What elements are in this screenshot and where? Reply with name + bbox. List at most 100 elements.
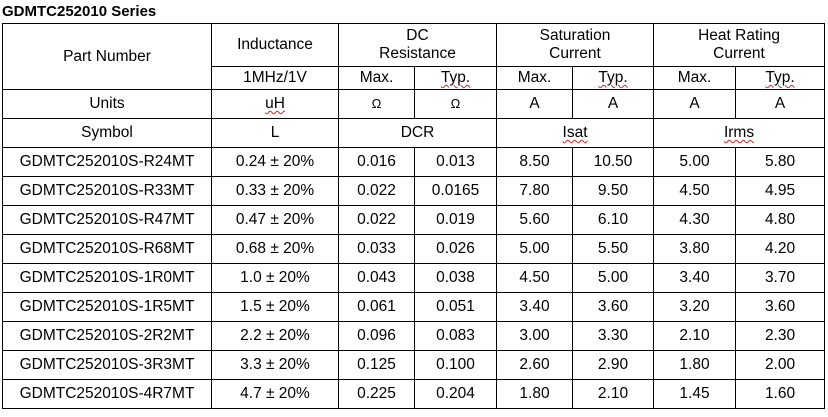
dcr-typ-cell: 0.051 xyxy=(414,292,497,322)
inductance-cell: 0.33 ± 20% xyxy=(211,176,339,206)
dcr-typ-cell: 0.0165 xyxy=(414,176,497,206)
inductance-cell: 4.7 ± 20% xyxy=(211,379,339,409)
dcr-max-cell: 0.061 xyxy=(338,292,415,322)
part-number-cell: GDMTC252010S-2R2MT xyxy=(2,321,212,351)
units-row: Units uH Ω Ω A A A A xyxy=(2,89,826,119)
inductance-cell: 0.24 ± 20% xyxy=(211,147,339,177)
heat-rating-current-header: Heat Rating Current xyxy=(653,23,826,67)
table-row: GDMTC252010S-2R2MT 2.2 ± 20% 0.096 0.083 3.0… xyxy=(2,321,826,351)
irms-max-cell: 1.45 xyxy=(653,379,737,409)
isat-typ-cell: 5.00 xyxy=(571,263,655,293)
irms-max-cell: 3.20 xyxy=(653,292,737,322)
table-row: GDMTC252010S-R68MT 0.68 ± 20% 0.033 0.026 5.… xyxy=(2,234,826,264)
table-row: GDMTC252010S-R24MT 0.24 ± 20% 0.016 0.013 8.… xyxy=(2,147,826,177)
irms-max-unit: A xyxy=(653,89,737,119)
irms-typ-cell: 1.60 xyxy=(735,379,826,409)
dcr-typ-cell: 0.038 xyxy=(414,263,497,293)
dcr-typ-unit: Ω xyxy=(414,89,497,119)
part-number-header: Part Number xyxy=(2,23,212,90)
inductance-cell: 2.2 ± 20% xyxy=(211,321,339,351)
data-rows: GDMTC252010S-R24MT 0.24 ± 20% 0.016 0.013 8.… xyxy=(2,147,826,409)
isat-max-cell: 5.60 xyxy=(496,205,573,235)
dc-resistance-header: DC Resistance xyxy=(338,23,497,67)
isat-typ-unit: A xyxy=(571,89,655,119)
dcr-max-cell: 0.016 xyxy=(338,147,415,177)
irms-typ-cell: 2.00 xyxy=(735,350,826,380)
dcr-max-unit: Ω xyxy=(338,89,415,119)
isat-typ-cell: 3.60 xyxy=(571,292,655,322)
symbol-row: Symbol L DCR Isat Irms xyxy=(2,118,826,148)
dcr-typ-cell: 0.100 xyxy=(414,350,497,380)
table-row: GDMTC252010S-R33MT 0.33 ± 20% 0.022 0.0165 7… xyxy=(2,176,826,206)
part-number-cell: GDMTC252010S-1R5MT xyxy=(2,292,212,322)
subheader-row: 1MHz/1V Max. Typ. Max. Typ. Max. Typ. xyxy=(3,66,826,90)
part-number-cell: GDMTC252010S-R47MT xyxy=(2,205,212,235)
dcr-max-cell: 0.022 xyxy=(338,176,415,206)
dcr-typ-cell: 0.204 xyxy=(414,379,497,409)
isat-max-cell: 3.40 xyxy=(496,292,573,322)
part-number-cell: GDMTC252010S-1R0MT xyxy=(2,263,212,293)
isat-max-cell: 1.80 xyxy=(496,379,573,409)
irms-typ-cell: 2.30 xyxy=(735,321,826,351)
irms-max-cell: 1.80 xyxy=(653,350,737,380)
irms-max-header: Max. xyxy=(653,66,737,90)
dcr-typ-header: Typ. xyxy=(414,66,497,90)
isat-max-cell: 5.00 xyxy=(496,234,573,264)
irms-typ-cell: 3.60 xyxy=(735,292,826,322)
inductance-cell: 0.68 ± 20% xyxy=(211,234,339,264)
dcr-typ-cell: 0.026 xyxy=(414,234,497,264)
isat-typ-cell: 9.50 xyxy=(571,176,655,206)
irms-max-cell: 2.10 xyxy=(653,321,737,351)
inductance-cell: 1.0 ± 20% xyxy=(211,263,339,293)
isat-max-unit: A xyxy=(496,89,573,119)
irms-max-cell: 5.00 xyxy=(653,147,737,177)
inductance-cell: 1.5 ± 20% xyxy=(211,292,339,322)
dcr-typ-cell: 0.019 xyxy=(414,205,497,235)
inductance-cell: 3.3 ± 20% xyxy=(211,350,339,380)
inductance-symbol: L xyxy=(211,118,339,148)
isat-typ-cell: 2.90 xyxy=(571,350,655,380)
irms-max-cell: 3.80 xyxy=(653,234,737,264)
test-frequency: 1MHz/1V xyxy=(211,66,339,90)
units-label: Units xyxy=(2,89,212,119)
isat-typ-cell: 6.10 xyxy=(571,205,655,235)
dcr-max-cell: 0.125 xyxy=(338,350,415,380)
isat-typ-cell: 2.10 xyxy=(571,379,655,409)
header-row: Part Number Inductance DC Resistance Sat… xyxy=(2,23,826,90)
isat-symbol: Isat xyxy=(495,118,655,148)
isat-typ-cell: 5.50 xyxy=(571,234,655,264)
isat-max-header: Max. xyxy=(496,66,573,90)
series-title: GDMTC252010 Series xyxy=(2,3,157,20)
symbol-label: Symbol xyxy=(2,118,212,148)
dcr-max-cell: 0.043 xyxy=(338,263,415,293)
irms-symbol: Irms xyxy=(653,118,826,148)
inductance-header: Inductance xyxy=(211,23,339,67)
dcr-max-header: Max. xyxy=(338,66,415,90)
part-number-cell: GDMTC252010S-R33MT xyxy=(2,176,212,206)
dcr-max-cell: 0.033 xyxy=(338,234,415,264)
table-row: GDMTC252010S-R47MT 0.47 ± 20% 0.022 0.019 5.… xyxy=(2,205,826,235)
irms-typ-unit: A xyxy=(735,89,826,119)
dcr-symbol: DCR xyxy=(338,118,497,148)
isat-max-cell: 4.50 xyxy=(496,263,573,293)
part-number-cell: GDMTC252010S-R24MT xyxy=(2,147,212,177)
part-number-cell: GDMTC252010S-3R3MT xyxy=(2,350,212,380)
part-number-cell: GDMTC252010S-4R7MT xyxy=(2,379,212,409)
irms-max-cell: 3.40 xyxy=(653,263,737,293)
isat-max-cell: 3.00 xyxy=(496,321,573,351)
part-number-cell: GDMTC252010S-R68MT xyxy=(2,234,212,264)
isat-typ-cell: 10.50 xyxy=(571,147,655,177)
irms-max-cell: 4.30 xyxy=(653,205,737,235)
irms-typ-cell: 4.20 xyxy=(735,234,826,264)
spec-table: Part Number Inductance DC Resistance Sat… xyxy=(2,23,826,409)
irms-typ-cell: 4.80 xyxy=(735,205,826,235)
isat-max-cell: 2.60 xyxy=(496,350,573,380)
isat-max-cell: 8.50 xyxy=(496,147,573,177)
irms-typ-header: Typ. xyxy=(735,66,826,90)
dcr-max-cell: 0.225 xyxy=(338,379,415,409)
table-row: GDMTC252010S-1R5MT 1.5 ± 20% 0.061 0.051 3.4… xyxy=(2,292,826,322)
inductance-cell: 0.47 ± 20% xyxy=(211,205,339,235)
isat-typ-header: Typ. xyxy=(571,66,655,90)
irms-typ-cell: 5.80 xyxy=(735,147,826,177)
saturation-current-header: Saturation Current xyxy=(495,23,655,67)
